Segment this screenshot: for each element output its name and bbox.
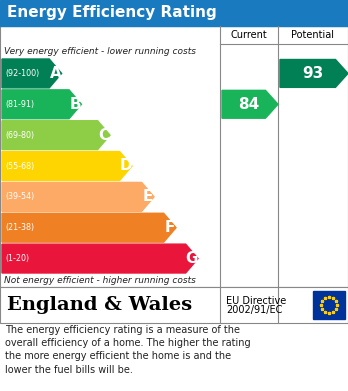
Text: G: G (185, 251, 198, 266)
Text: EU Directive: EU Directive (226, 296, 286, 306)
Text: The energy efficiency rating is a measure of the
overall efficiency of a home. T: The energy efficiency rating is a measur… (5, 325, 251, 375)
Text: 93: 93 (302, 66, 324, 81)
Bar (0, 287, 348, 323)
Text: Energy Efficiency Rating: Energy Efficiency Rating (7, 5, 217, 20)
Text: E: E (143, 189, 153, 204)
Text: F: F (165, 220, 175, 235)
Polygon shape (2, 152, 132, 180)
Text: (1-20): (1-20) (5, 254, 29, 263)
Text: (69-80): (69-80) (5, 131, 34, 140)
Text: (81-91): (81-91) (5, 100, 34, 109)
Text: 84: 84 (238, 97, 260, 112)
Text: D: D (119, 158, 132, 174)
Text: (21-38): (21-38) (5, 223, 34, 232)
Text: Not energy efficient - higher running costs: Not energy efficient - higher running co… (4, 276, 196, 285)
Bar (0, 26, 348, 287)
Text: (55-68): (55-68) (5, 161, 34, 170)
Polygon shape (222, 90, 278, 118)
Text: Very energy efficient - lower running costs: Very energy efficient - lower running co… (4, 47, 196, 56)
Text: A: A (49, 66, 61, 81)
Bar (313, 291, 345, 319)
Polygon shape (2, 59, 62, 88)
Polygon shape (2, 244, 198, 273)
Bar (0, 0, 348, 26)
Text: B: B (69, 97, 81, 112)
Polygon shape (280, 59, 348, 87)
Polygon shape (2, 121, 110, 150)
Text: 2002/91/EC: 2002/91/EC (226, 305, 282, 316)
Text: (92-100): (92-100) (5, 69, 39, 78)
Polygon shape (2, 183, 154, 211)
Polygon shape (2, 90, 81, 119)
Text: England & Wales: England & Wales (7, 296, 192, 314)
Text: Current: Current (231, 30, 267, 40)
Polygon shape (2, 213, 176, 242)
Text: Potential: Potential (292, 30, 334, 40)
Text: C: C (98, 127, 109, 143)
Text: (39-54): (39-54) (5, 192, 34, 201)
